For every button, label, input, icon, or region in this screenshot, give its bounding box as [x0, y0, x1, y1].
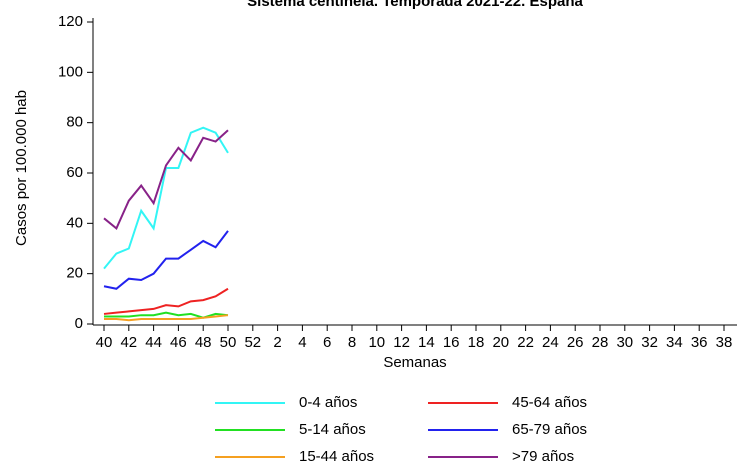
x-tick-label: 42	[120, 334, 137, 351]
x-tick-label: 30	[616, 334, 633, 351]
x-tick-label: 2	[273, 334, 281, 351]
x-tick-label: 10	[368, 334, 385, 351]
x-tick-label: 50	[220, 334, 237, 351]
x-tick-label: 24	[542, 334, 559, 351]
y-tick-label: 0	[75, 315, 83, 332]
series-line	[103, 287, 229, 315]
x-tick-label: 38	[716, 334, 733, 351]
x-tick-label: 46	[170, 334, 187, 351]
x-tick-label: 16	[443, 334, 460, 351]
x-tick-label: 40	[96, 334, 113, 351]
legend-label: 15-44 años	[299, 448, 374, 465]
x-tick-label: 44	[145, 334, 162, 351]
legend-label: >79 años	[512, 448, 574, 465]
x-tick-label: 4	[298, 334, 306, 351]
x-tick-label: 36	[691, 334, 708, 351]
x-tick-label: 28	[592, 334, 609, 351]
chart-title: Sistema centinela. Temporada 2021-22. Es…	[247, 0, 583, 10]
x-tick-label: 8	[348, 334, 356, 351]
x-tick-label: 52	[244, 334, 261, 351]
y-tick-label: 20	[66, 265, 83, 282]
series-line	[103, 230, 229, 290]
y-axis-label: Casos por 100.000 hab	[13, 90, 30, 246]
series-line	[103, 129, 229, 230]
legend-label: 0-4 años	[299, 394, 357, 411]
x-tick-label: 6	[323, 334, 331, 351]
x-tick-label: 12	[393, 334, 410, 351]
x-tick-label: 22	[517, 334, 534, 351]
x-axis-label: Semanas	[383, 354, 446, 371]
y-tick-label: 40	[66, 214, 83, 231]
legend-label: 45-64 años	[512, 394, 587, 411]
y-tick-label: 100	[58, 63, 83, 80]
legend-label: 65-79 años	[512, 421, 587, 438]
series-line	[103, 126, 229, 270]
y-tick-label: 80	[66, 114, 83, 131]
legend-label: 5-14 años	[299, 421, 366, 438]
x-tick-label: 34	[666, 334, 683, 351]
x-tick-label: 20	[492, 334, 509, 351]
y-tick-label: 60	[66, 164, 83, 181]
x-tick-label: 32	[641, 334, 658, 351]
series-line	[104, 314, 229, 322]
x-tick-label: 26	[567, 334, 584, 351]
y-tick-label: 120	[58, 13, 83, 30]
x-tick-label: 18	[468, 334, 485, 351]
x-tick-label: 14	[418, 334, 435, 351]
x-tick-label: 48	[195, 334, 212, 351]
